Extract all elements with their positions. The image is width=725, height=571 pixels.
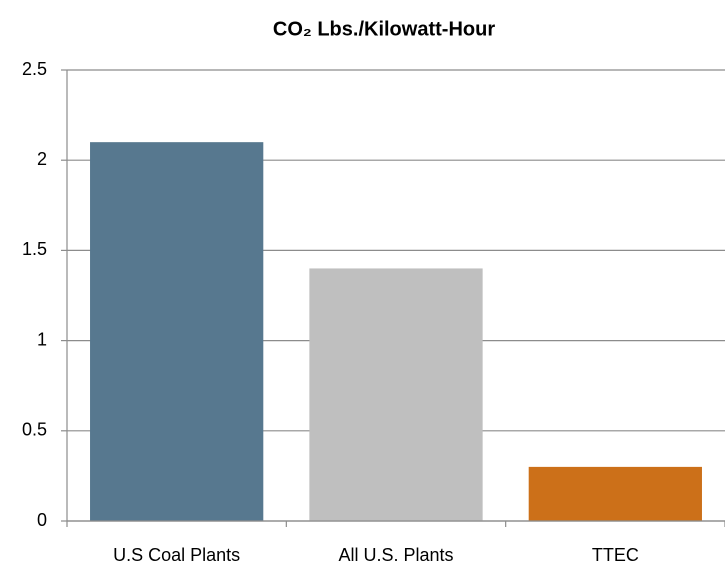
bar bbox=[309, 268, 483, 521]
y-tick-label: 2.5 bbox=[22, 59, 47, 79]
y-tick-label: 1.5 bbox=[22, 239, 47, 259]
y-tick-label: 1 bbox=[37, 329, 47, 349]
y-tick-label: 0.5 bbox=[22, 420, 47, 440]
y-tick-label: 2 bbox=[37, 149, 47, 169]
bar bbox=[528, 466, 702, 521]
x-tick-label: TTEC bbox=[592, 545, 639, 565]
bar bbox=[90, 142, 264, 521]
x-tick-label: All U.S. Plants bbox=[338, 545, 453, 565]
chart-title: CO₂ Lbs./Kilowatt-Hour bbox=[273, 18, 495, 40]
x-tick-label: U.S Coal Plants bbox=[113, 545, 240, 565]
y-tick-label: 0 bbox=[37, 510, 47, 530]
